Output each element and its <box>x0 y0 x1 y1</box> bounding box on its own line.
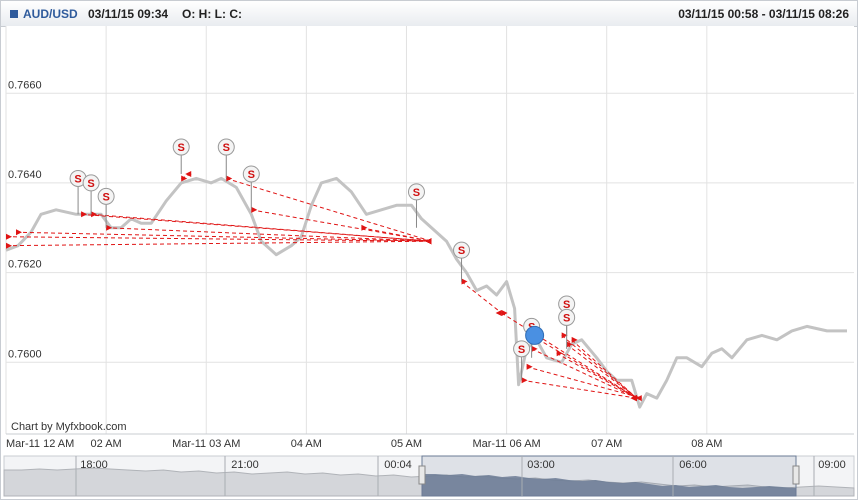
trade-line <box>361 227 432 242</box>
price-chart[interactable]: 0.7660 0.7640 0.7620 0.7600 Mar-11 12 AM 02 A… <box>0 26 858 451</box>
trade-open-marker <box>526 363 533 370</box>
x-tick-label: Mar-11 12 AM <box>6 438 74 450</box>
trade-line <box>521 379 637 399</box>
x-tick-label: 05 AM <box>391 438 422 450</box>
symbol-square-icon <box>10 10 18 18</box>
trade-open-marker <box>556 350 563 357</box>
ohlc-readout: O: H: L: C: <box>182 7 242 21</box>
trade-open-marker <box>531 345 538 352</box>
range-navigator[interactable]: 18:00 21:00 00:04 03:00 06:00 09:00 <box>0 452 858 498</box>
date-range-label: 03/11/15 00:58 - 03/11/15 08:26 <box>678 7 849 21</box>
signal-marker <box>242 165 260 183</box>
signal-marker <box>172 138 190 156</box>
signal-letter: S <box>563 299 570 311</box>
trade-close-marker <box>495 309 502 316</box>
trade-line <box>5 236 432 242</box>
trade-open-marker <box>501 309 508 316</box>
trade-open-marker <box>6 242 12 249</box>
x-tick-label: 04 AM <box>291 438 322 450</box>
y-tick-label: 0.7620 <box>8 259 42 271</box>
trade-line <box>16 231 432 242</box>
signal-letter: S <box>87 178 94 190</box>
chart-header: AUD/USD 03/11/15 09:34 O: H: L: C: 03/11… <box>1 1 857 27</box>
trade-open-marker <box>16 229 23 236</box>
signal-letter: S <box>248 169 255 181</box>
x-tick-label: 02 AM <box>91 438 122 450</box>
symbol-label[interactable]: AUD/USD <box>23 7 78 21</box>
trade-line <box>5 240 432 247</box>
navigator-right-handle[interactable] <box>792 465 800 485</box>
trade-open-marker <box>561 332 568 339</box>
signal-letter: S <box>413 187 420 199</box>
trade-open-marker <box>6 233 12 240</box>
x-tick-label: Mar-11 03 AM <box>172 438 240 450</box>
x-tick-label: 08 AM <box>691 438 722 450</box>
navigator-left-handle[interactable] <box>418 465 426 485</box>
navigator-time-label: 18:00 <box>80 459 108 471</box>
trade-open-marker <box>226 175 233 182</box>
signal-letter: S <box>223 142 230 154</box>
y-tick-label: 0.7640 <box>8 169 42 181</box>
trade-open-marker <box>361 224 368 231</box>
navigator-time-label: 00:04 <box>384 459 412 471</box>
navigator-time-label: 09:00 <box>818 459 846 471</box>
plot-area <box>6 26 854 434</box>
signal-marker <box>217 138 235 156</box>
trade-line <box>91 213 432 242</box>
signal-letter: S <box>458 245 465 257</box>
trade-close-marker <box>185 170 192 177</box>
trade-open-marker <box>461 278 468 285</box>
signal-marker <box>407 183 425 201</box>
trade-line <box>556 352 637 399</box>
signal-marker <box>513 340 531 358</box>
trade-line <box>561 334 638 399</box>
trade-line <box>501 312 638 399</box>
signal-marker <box>97 187 115 205</box>
signal-letter: S <box>74 173 81 185</box>
signal-letter: S <box>178 142 185 154</box>
trade-line <box>106 227 432 242</box>
trade-line <box>226 177 432 242</box>
trade-line <box>251 209 432 242</box>
navigator-time-label: 03:00 <box>527 459 555 471</box>
trade-close-marker <box>635 395 642 402</box>
trade-open-marker <box>571 336 578 343</box>
signal-letter: S <box>102 191 109 203</box>
price-series-line <box>5 176 847 409</box>
trade-open-marker <box>566 341 573 348</box>
trade-close-marker <box>425 238 432 245</box>
trade-open-marker <box>106 224 113 231</box>
trade-line <box>571 339 638 399</box>
trade-open-marker <box>81 211 88 218</box>
trade-line <box>81 213 432 242</box>
signal-marker <box>558 308 576 326</box>
trade-close-marker <box>630 395 637 402</box>
y-tick-label: 0.7660 <box>8 79 42 91</box>
trade-line <box>526 366 642 399</box>
trade-line <box>531 348 637 399</box>
trade-line <box>461 281 502 314</box>
trade-open-marker <box>91 211 98 218</box>
y-tick-label: 0.7600 <box>8 348 42 360</box>
chart-credit: Chart by Myfxbook.com <box>11 421 127 433</box>
navigator-time-label: 06:00 <box>679 459 707 471</box>
navigator-window[interactable] <box>421 455 797 497</box>
trade-open-marker <box>521 377 528 384</box>
selected-signal-marker <box>525 325 545 345</box>
trade-open-marker <box>181 175 188 182</box>
trade-line <box>566 343 638 399</box>
signal-letter: S <box>563 312 570 324</box>
signal-letter: S <box>518 344 525 356</box>
trade-open-marker <box>251 206 258 213</box>
navigator-selected-area <box>422 474 796 496</box>
x-tick-label: 07 AM <box>591 438 622 450</box>
signal-marker <box>82 174 100 192</box>
timestamp-label: 03/11/15 09:34 <box>88 7 169 21</box>
x-tick-label: Mar-11 06 AM <box>472 438 540 450</box>
navigator-time-label: 21:00 <box>231 459 259 471</box>
signal-marker <box>453 241 471 259</box>
